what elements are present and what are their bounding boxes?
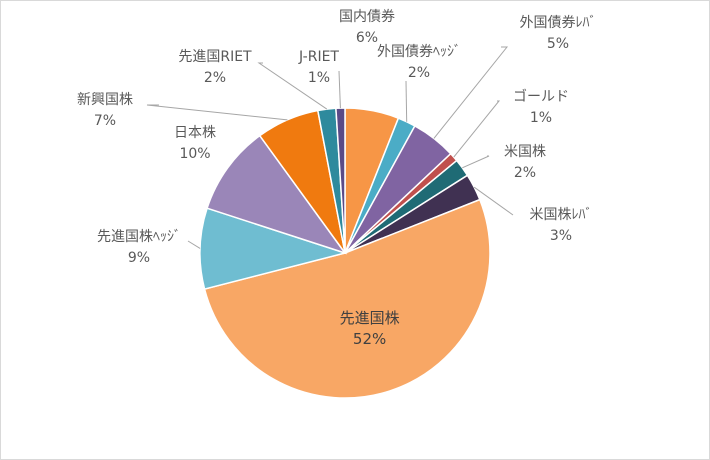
leader-line — [405, 80, 408, 122]
slice-percent-label: 7% — [94, 113, 116, 129]
leader-line — [433, 46, 509, 139]
slice-percent-label: 5% — [547, 36, 569, 52]
slice-percent-label: 10% — [179, 146, 210, 162]
slice-category-label: 外国債券ﾚﾊﾞ — [520, 15, 597, 31]
slice-category-label: 外国債券ﾍｯｼﾞ — [377, 44, 461, 60]
slice-category-label: 米国株 — [504, 144, 546, 160]
slice-percent-label: 2% — [514, 165, 536, 181]
slice-percent-label: 3% — [550, 228, 572, 244]
slice-labels: 国内債券 6%外国債券ﾍｯｼﾞ 2% 外国債券ﾚﾊﾞ 5% ゴールド 1% 米国株 2% 米国株ﾚ… — [77, 9, 597, 348]
leader-line — [257, 62, 328, 110]
slice-percent-label: 2% — [204, 70, 226, 86]
pie-slice — [203, 198, 491, 399]
slice-category-label: ゴールド — [513, 88, 569, 105]
slice-percent-label: 52% — [353, 330, 386, 348]
slice-percent-label: 1% — [308, 70, 330, 86]
pie-slice — [199, 207, 348, 290]
slice-percent-label: 1% — [530, 110, 552, 126]
pie-slice — [206, 134, 347, 255]
slice-category-label: 先進国株 — [340, 309, 400, 327]
pie-slices — [199, 107, 491, 399]
slice-category-label: 先進国RIET — [178, 49, 252, 65]
slice-category-label: 米国株ﾚﾊﾞ — [530, 207, 593, 223]
slice-category-label: 先進国株ﾍｯｼﾞ — [97, 229, 181, 245]
slice-category-label: J-RIET — [298, 49, 339, 65]
leader-line — [338, 70, 341, 109]
slice-percent-label: 9% — [128, 250, 150, 266]
leader-line — [462, 155, 490, 169]
leader-line — [453, 100, 501, 158]
leader-line — [473, 186, 514, 216]
slice-category-label: 国内債券 — [339, 9, 395, 25]
slice-category-label: 日本株 — [174, 125, 216, 141]
leader-line — [146, 104, 288, 121]
leader-line — [187, 240, 201, 249]
slice-percent-label: 2% — [408, 65, 430, 81]
leader-lines — [146, 46, 514, 249]
slice-percent-label: 6% — [356, 30, 378, 46]
slice-category-label: 新興国株 — [77, 92, 133, 108]
